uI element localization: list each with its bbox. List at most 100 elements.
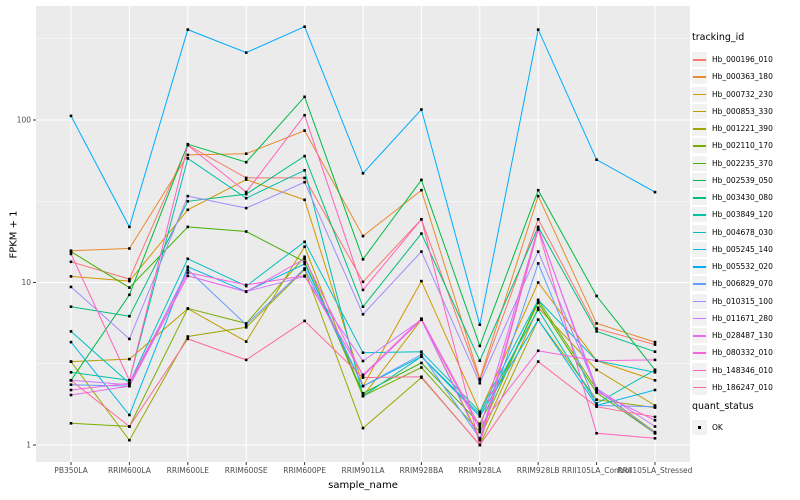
- legend-entry-Hb_028487_130: Hb_028487_130: [692, 327, 773, 344]
- legend-entry-Hb_005245_140: Hb_005245_140: [692, 241, 773, 258]
- point-marker: [595, 387, 598, 390]
- point-marker: [595, 330, 598, 333]
- x-axis-title: sample_name: [328, 480, 398, 491]
- legend-color-line-icon: [693, 110, 706, 113]
- x-tick-label-RRIM928LA: RRIM928LA: [458, 466, 502, 475]
- point-marker: [653, 405, 657, 408]
- legend-label: Hb_000853_330: [712, 106, 773, 116]
- point-marker: [186, 265, 190, 269]
- point-marker: [361, 373, 365, 377]
- point-marker: [536, 250, 540, 253]
- point-marker: [361, 359, 365, 363]
- point-marker: [69, 114, 73, 118]
- point-marker: [653, 432, 657, 435]
- point-marker: [653, 340, 657, 344]
- point-marker: [303, 319, 306, 323]
- legend-color-line-icon: [693, 335, 706, 337]
- point-marker: [420, 355, 423, 358]
- point-marker: [420, 178, 423, 182]
- point-marker: [69, 305, 73, 308]
- point-marker: [244, 206, 248, 210]
- point-marker: [128, 277, 131, 281]
- point-marker: [653, 190, 657, 194]
- point-marker: [244, 340, 248, 343]
- legend-label: Hb_002110_170: [712, 141, 773, 151]
- point-marker: [478, 428, 482, 431]
- point-marker: [595, 398, 598, 401]
- point-marker: [361, 392, 365, 395]
- legend-label: Hb_003430_080: [712, 193, 773, 203]
- point-marker: [536, 306, 540, 309]
- point-marker: [69, 285, 73, 289]
- point-marker: [186, 335, 190, 338]
- point-marker: [128, 438, 131, 442]
- point-marker: [653, 419, 657, 422]
- point-marker: [536, 360, 540, 363]
- point-marker: [361, 234, 365, 238]
- legend-entry-Hb_002110_170: Hb_002110_170: [692, 137, 773, 154]
- point-marker: [303, 129, 306, 132]
- legend-title-quant-status: quant_status: [692, 401, 754, 412]
- point-marker: [653, 425, 657, 428]
- point-marker: [69, 260, 73, 264]
- legend-color-line-icon: [693, 317, 706, 320]
- legend-label: Hb_005532_020: [712, 262, 773, 272]
- point-marker: [595, 327, 598, 330]
- legend-entry-Hb_002539_050: Hb_002539_050: [692, 172, 773, 189]
- point-marker: [244, 178, 248, 181]
- point-marker: [420, 250, 423, 253]
- point-marker: [361, 426, 365, 430]
- point-marker: [420, 317, 423, 320]
- point-marker: [595, 359, 598, 362]
- point-marker: [478, 437, 482, 440]
- point-marker: [361, 305, 365, 308]
- point-marker: [128, 383, 131, 386]
- x-tick-label-RRIM600LE: RRIM600LE: [167, 466, 210, 475]
- point-marker: [69, 422, 73, 425]
- legend-label: Hb_002539_050: [712, 175, 773, 185]
- point-marker: [303, 267, 306, 270]
- point-marker: [653, 350, 657, 353]
- point-marker: [478, 359, 482, 362]
- gridlines: [36, 6, 690, 462]
- point-marker: [244, 290, 248, 294]
- point-marker: [69, 252, 73, 256]
- legend-entry-Hb_000363_180: Hb_000363_180: [692, 68, 773, 85]
- point-marker: [595, 368, 598, 372]
- point-marker: [653, 368, 657, 372]
- legend-color-line-icon: [693, 93, 706, 96]
- legend-color-line-icon: [693, 369, 706, 372]
- point-marker: [244, 176, 248, 180]
- point-marker: [186, 208, 190, 212]
- point-marker: [69, 360, 73, 363]
- point-marker: [420, 232, 423, 235]
- point-marker: [128, 357, 131, 361]
- legend-color-line-icon: [693, 145, 706, 147]
- point-marker: [595, 432, 598, 435]
- point-marker: [595, 158, 598, 161]
- legend-key-swatch: [692, 207, 707, 223]
- x-tick-label-RRIM928BA: RRIM928BA: [400, 466, 445, 475]
- legend-label: Hb_002235_370: [712, 158, 773, 168]
- legend-label-ok: OK: [712, 423, 723, 433]
- point-marker: [361, 172, 365, 175]
- legend-key-swatch: [692, 276, 707, 292]
- point-marker: [69, 393, 73, 397]
- point-marker: [595, 402, 598, 405]
- legend-key-swatch: [692, 259, 707, 275]
- point-marker: [361, 280, 365, 284]
- point-marker: [303, 154, 306, 158]
- point-marker: [303, 274, 306, 278]
- point-marker: [303, 176, 306, 180]
- point-marker: [478, 425, 482, 428]
- legend-entry-quant-ok: OK: [692, 419, 723, 436]
- point-marker: [478, 415, 482, 418]
- legend-key-swatch: [692, 345, 707, 361]
- legend-color-line-icon: [693, 162, 706, 165]
- legend-color-line-icon: [693, 266, 706, 268]
- point-marker: [478, 443, 482, 447]
- legend-color-line-icon: [693, 283, 706, 285]
- point-marker: [303, 240, 306, 244]
- point-marker: [361, 376, 365, 379]
- point-marker: [536, 194, 540, 198]
